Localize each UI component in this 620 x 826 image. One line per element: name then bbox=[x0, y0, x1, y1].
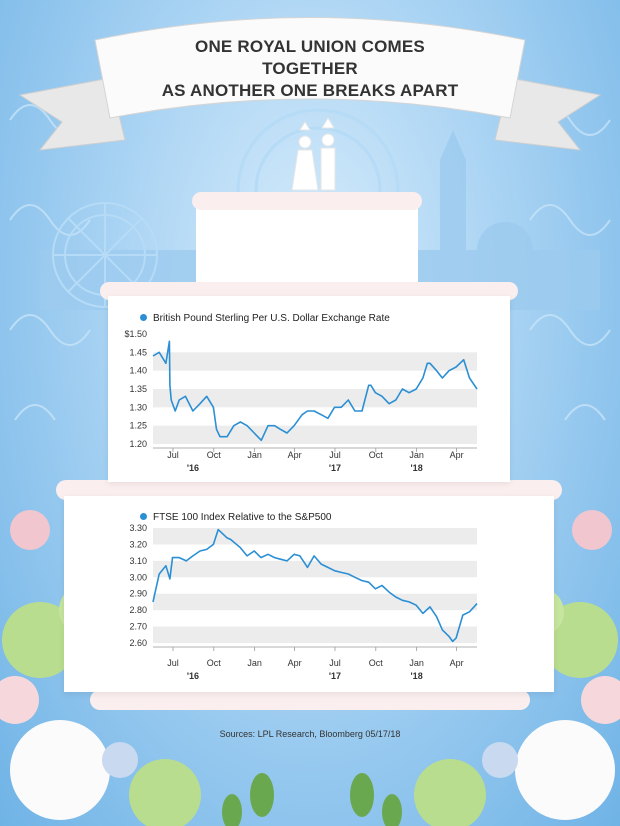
x-tick-label: Jul bbox=[167, 658, 179, 668]
cake-middle-tier-piping bbox=[100, 282, 518, 300]
y-tick-label: 1.20 bbox=[129, 439, 147, 449]
x-tick-label: Jan bbox=[409, 450, 424, 460]
y-tick-label: 1.45 bbox=[129, 347, 147, 357]
x-tick-label: Apr bbox=[288, 658, 302, 668]
y-tick-label: 2.60 bbox=[129, 638, 147, 648]
title-line-2: AS ANOTHER ONE BREAKS APART bbox=[161, 81, 459, 100]
bullet-dot-icon bbox=[140, 513, 147, 520]
chart1-title-text: British Pound Sterling Per U.S. Dollar E… bbox=[153, 313, 390, 324]
y-tick-label: 3.20 bbox=[129, 539, 147, 549]
series-line bbox=[152, 340, 478, 442]
year-label: '16 bbox=[187, 671, 199, 681]
title-line-1: ONE ROYAL UNION COMES TOGETHER bbox=[195, 37, 425, 78]
x-tick-label: Oct bbox=[207, 658, 222, 668]
x-tick-label: Jan bbox=[247, 658, 262, 668]
x-tick-label: Apr bbox=[450, 450, 464, 460]
flower-bouquet-right bbox=[414, 510, 620, 826]
y-tick-label: 2.90 bbox=[129, 589, 147, 599]
chart2-title-text: FTSE 100 Index Relative to the S&P500 bbox=[153, 512, 332, 523]
ribbon-banner bbox=[18, 17, 602, 151]
series-line bbox=[152, 528, 478, 643]
grid-band bbox=[153, 528, 477, 545]
cake-base-piping bbox=[90, 690, 530, 710]
year-label: '18 bbox=[411, 463, 423, 473]
x-tick-label: Apr bbox=[450, 658, 464, 668]
bullet-dot-icon bbox=[140, 314, 147, 321]
page-title: ONE ROYAL UNION COMES TOGETHER AS ANOTHE… bbox=[150, 36, 470, 102]
x-tick-label: Oct bbox=[369, 658, 384, 668]
grid-band bbox=[153, 425, 477, 444]
x-tick-label: Jul bbox=[329, 450, 341, 460]
chart1-title: British Pound Sterling Per U.S. Dollar E… bbox=[140, 313, 390, 324]
gbp-usd-chart: $1.50 1.45 1.40 1.35 1.30 1.25 1.20 Jul Oct Jan Ap… bbox=[124, 329, 478, 473]
source-note: Sources: LPL Research, Bloomberg 05/17/1… bbox=[219, 729, 401, 739]
year-label: '17 bbox=[329, 671, 341, 681]
grid-band bbox=[153, 389, 477, 408]
y-tick-label: 1.40 bbox=[129, 366, 147, 376]
year-label: '16 bbox=[187, 463, 199, 473]
grid-band bbox=[153, 560, 477, 578]
chart2-title: FTSE 100 Index Relative to the S&P500 bbox=[140, 512, 331, 523]
grid-band bbox=[153, 626, 477, 643]
x-tick-label: Jan bbox=[247, 450, 262, 460]
leaf-sprigs bbox=[222, 773, 402, 826]
year-label: '17 bbox=[329, 463, 341, 473]
y-tick-label: 2.70 bbox=[129, 622, 147, 632]
cake-bottom-tier-piping bbox=[56, 480, 562, 500]
cake-topper-couple-icon bbox=[291, 117, 336, 191]
grid-band bbox=[153, 352, 477, 371]
x-tick-label: Oct bbox=[207, 450, 222, 460]
y-tick-label: 3.00 bbox=[129, 572, 147, 582]
y-tick-label: 2.80 bbox=[129, 605, 147, 615]
x-tick-label: Oct bbox=[369, 450, 384, 460]
x-tick-label: Jan bbox=[409, 658, 424, 668]
x-tick-label: Apr bbox=[288, 450, 302, 460]
y-tick-label: 1.30 bbox=[129, 402, 147, 412]
year-label: '18 bbox=[411, 671, 423, 681]
cake-top-tier-piping bbox=[192, 192, 422, 210]
cake-top-tier bbox=[196, 198, 418, 288]
y-tick-label: 3.10 bbox=[129, 556, 147, 566]
y-tick-label: $1.50 bbox=[124, 329, 147, 339]
y-tick-label: 1.35 bbox=[129, 384, 147, 394]
x-tick-label: Jul bbox=[329, 658, 341, 668]
y-tick-label: 1.25 bbox=[129, 421, 147, 431]
x-tick-label: Jul bbox=[167, 450, 179, 460]
ftse-relative-chart: 3.30 3.20 3.10 3.00 2.90 2.80 2.70 2.60 Jul Oct Ja… bbox=[129, 523, 478, 681]
y-tick-label: 3.30 bbox=[129, 523, 147, 533]
